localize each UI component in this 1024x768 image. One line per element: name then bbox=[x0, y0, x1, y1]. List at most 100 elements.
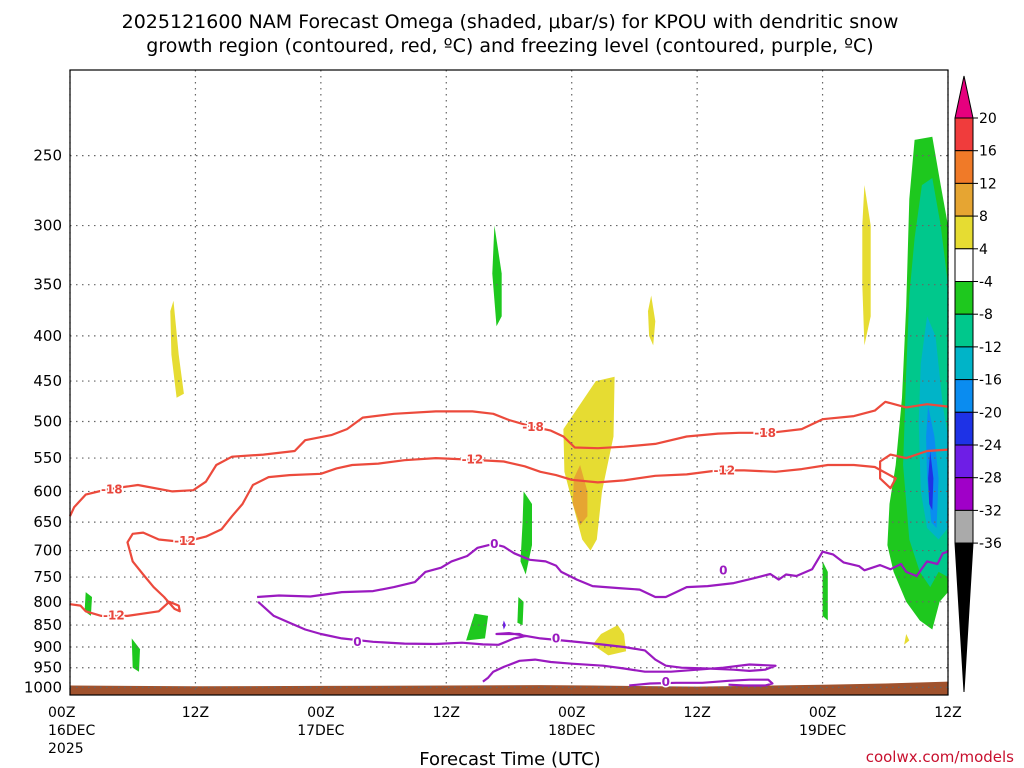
colorbar-bin-2 bbox=[954, 150, 974, 184]
omega-region-10 bbox=[592, 625, 627, 656]
x-tick-label-12-0: 12Z bbox=[182, 705, 209, 721]
contour-label-3: -18 bbox=[522, 420, 544, 434]
omega-region-19 bbox=[502, 620, 506, 630]
freezing-level-contour-1 bbox=[257, 600, 777, 683]
x-axis: 00Z 16DEC 2025 12Z 00Z 17DEC 12Z 00Z 18DEC 12Z 00Z… bbox=[48, 705, 962, 757]
y-tick-label-650: 650 bbox=[33, 513, 62, 531]
y-tick-label-600: 600 bbox=[33, 482, 62, 500]
colorbar-label-8: -16 bbox=[979, 373, 1002, 389]
freezing-level-contour-2 bbox=[629, 678, 774, 687]
y-tick-label-1000: 1000 bbox=[24, 678, 62, 696]
y-tick-label-950: 950 bbox=[33, 659, 62, 677]
y-tick-label-250: 250 bbox=[33, 147, 62, 165]
colorbar-label-7: -12 bbox=[979, 340, 1002, 356]
contour-label-1: -12 bbox=[174, 534, 196, 548]
credit-text: coolwx.com/models bbox=[866, 748, 1014, 766]
terrain-fill bbox=[70, 681, 948, 695]
plot-area: -18 -12 -12 -18 -12 -12 -18 0 0 0 0 0 bbox=[69, 69, 949, 696]
x-tick-label-72-0: 00Z bbox=[809, 705, 836, 721]
colorbar-label-3: 8 bbox=[979, 209, 988, 225]
plot-frame bbox=[69, 69, 949, 696]
y-tick-label-750: 750 bbox=[33, 568, 62, 586]
contour-label-10: 0 bbox=[719, 563, 727, 577]
x-tick-label-24-0: 00Z bbox=[307, 705, 334, 721]
x-tick-label-0-2: 2025 bbox=[48, 741, 84, 757]
y-tick-label-400: 400 bbox=[33, 327, 62, 345]
y-tick-label-550: 550 bbox=[33, 449, 62, 467]
contour-layer bbox=[69, 400, 949, 687]
contour-label-5: -12 bbox=[713, 463, 735, 477]
x-tick-label-0-0: 00Z bbox=[48, 705, 75, 721]
y-axis: 250 300 350 400 450 500 550 600 650 700 750 800 850 9… bbox=[24, 147, 62, 697]
omega-region-7 bbox=[520, 491, 532, 575]
colorbar-label-4: 4 bbox=[979, 242, 988, 258]
colorbar-bin-11 bbox=[954, 444, 974, 479]
x-tick-label-48-1: 18DEC bbox=[548, 723, 595, 739]
colorbar-bin-8 bbox=[954, 346, 974, 381]
colorbar-bin-10 bbox=[954, 411, 974, 446]
colorbar-label-2: 12 bbox=[979, 176, 997, 192]
y-tick-label-500: 500 bbox=[33, 413, 62, 431]
colorbar-bin-6 bbox=[954, 281, 974, 315]
omega-region-12 bbox=[822, 561, 828, 621]
colorbar: 20 16 12 8 4 -4 -8 -12 -16 -20 -24 -28 -32 -36 bbox=[954, 75, 1002, 693]
dendritic-contour-0 bbox=[69, 400, 949, 517]
colorbar-label-5: -4 bbox=[979, 275, 993, 291]
y-tick-label-850: 850 bbox=[33, 616, 62, 634]
x-tick-label-0-1: 16DEC bbox=[48, 723, 95, 739]
chart-title-line2: growth region (contoured, red, ºC) and f… bbox=[146, 35, 873, 57]
omega-region-8 bbox=[517, 597, 524, 626]
x-tick-label-36-0: 12Z bbox=[433, 705, 460, 721]
omega-region-16 bbox=[918, 316, 948, 540]
chart-title-line1: 2025121600 NAM Forecast Omega (shaded, μ… bbox=[122, 11, 899, 33]
contour-label-layer: -18 -12 -12 -18 -12 -12 -18 0 0 0 0 0 bbox=[99, 418, 777, 690]
dendritic-contour-1 bbox=[69, 448, 949, 618]
y-tick-label-700: 700 bbox=[33, 542, 62, 560]
omega-region-0 bbox=[170, 300, 184, 398]
colorbar-bottom-arrow bbox=[954, 542, 974, 693]
contour-label-2: -12 bbox=[103, 608, 125, 622]
colorbar-bin-5 bbox=[954, 248, 974, 283]
contour-label-9: 0 bbox=[552, 631, 560, 645]
colorbar-label-9: -20 bbox=[979, 405, 1002, 421]
x-tick-label-24-1: 17DEC bbox=[297, 723, 344, 739]
x-tick-label-72-1: 19DEC bbox=[799, 723, 846, 739]
terrain-layer bbox=[70, 681, 948, 695]
x-tick-label-84-0: 12Z bbox=[934, 705, 961, 721]
plot-background bbox=[70, 70, 948, 695]
omega-region-1 bbox=[84, 592, 92, 616]
colorbar-label-1: 16 bbox=[979, 144, 997, 160]
omega-region-9 bbox=[466, 613, 489, 641]
y-tick-label-450: 450 bbox=[33, 372, 62, 390]
contour-label-4: -12 bbox=[462, 452, 484, 466]
colorbar-bin-9 bbox=[954, 379, 974, 413]
colorbar-label-6: -8 bbox=[979, 307, 993, 323]
freezing-level-contour-0 bbox=[257, 542, 949, 599]
colorbar-label-10: -24 bbox=[979, 438, 1002, 454]
contour-label-0: -18 bbox=[101, 483, 123, 497]
colorbar-top-arrow bbox=[954, 75, 974, 119]
colorbar-label-12: -32 bbox=[979, 503, 1002, 519]
contour-label-11: 0 bbox=[662, 675, 670, 689]
omega-region-3 bbox=[492, 225, 502, 327]
omega-region-2 bbox=[131, 638, 140, 672]
colorbar-bin-3 bbox=[954, 182, 974, 217]
contour-label-8: 0 bbox=[353, 635, 361, 649]
colorbar-bin-4 bbox=[954, 215, 974, 250]
contour-label-7: 0 bbox=[490, 537, 498, 551]
omega-region-4 bbox=[648, 295, 656, 346]
omega-region-13 bbox=[904, 634, 910, 645]
contour-label-6: -18 bbox=[754, 426, 776, 440]
y-tick-label-800: 800 bbox=[33, 593, 62, 611]
colorbar-bin-7 bbox=[954, 313, 974, 348]
colorbar-bin-13 bbox=[954, 509, 974, 544]
colorbar-label-11: -28 bbox=[979, 471, 1002, 487]
x-tick-label-48-0: 00Z bbox=[558, 705, 585, 721]
colorbar-bin-12 bbox=[954, 477, 974, 511]
omega-region-18 bbox=[928, 451, 934, 511]
y-tick-label-300: 300 bbox=[33, 217, 62, 235]
colorbar-bin-1 bbox=[954, 117, 974, 152]
x-axis-label: Forecast Time (UTC) bbox=[419, 749, 600, 768]
y-tick-label-900: 900 bbox=[33, 638, 62, 656]
